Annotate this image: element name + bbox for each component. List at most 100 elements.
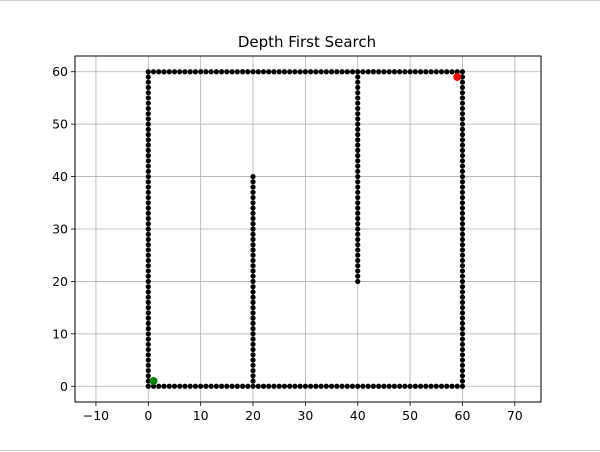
obstacle-point (355, 278, 361, 285)
obstacle-point (145, 357, 151, 363)
obstacle-point (145, 147, 151, 153)
x-tick-label: 40 (350, 408, 366, 423)
y-tick-label: 10 (52, 326, 68, 341)
obstacle-point (328, 383, 335, 389)
x-tick-label: 30 (297, 408, 313, 423)
obstacle-point (355, 137, 361, 143)
obstacle-point (224, 383, 230, 389)
obstacle-point (459, 142, 466, 148)
obstacle-point (171, 69, 178, 75)
obstacle-point (145, 236, 151, 243)
obstacle-point (355, 263, 361, 269)
obstacle-point (459, 383, 466, 389)
obstacle-point (145, 111, 151, 117)
obstacle-point (355, 90, 361, 96)
obstacle-point (355, 273, 361, 279)
obstacle-point (459, 273, 466, 279)
obstacle-point (145, 215, 151, 222)
obstacle-point (459, 252, 466, 258)
obstacle-point (297, 69, 303, 75)
obstacle-point (145, 284, 151, 290)
obstacle-point (459, 236, 466, 243)
obstacle-point (250, 247, 256, 253)
obstacle-point (459, 315, 466, 321)
obstacle-point (239, 383, 246, 389)
obstacle-point (156, 69, 162, 75)
obstacle-point (145, 263, 151, 269)
obstacle-point (145, 373, 151, 379)
obstacle-point (145, 273, 151, 279)
obstacle-point (444, 383, 450, 389)
obstacle-point (161, 383, 167, 389)
obstacle-point (198, 383, 204, 389)
obstacle-point (145, 137, 151, 143)
obstacle-point (145, 331, 151, 337)
obstacle-point (459, 205, 466, 211)
obstacle-point (402, 383, 408, 389)
obstacle-point (145, 79, 151, 85)
obstacle-point (355, 74, 361, 80)
obstacle-point (239, 69, 246, 75)
obstacle-point (250, 194, 256, 201)
obstacle-point (145, 305, 151, 311)
obstacle-point (459, 168, 466, 174)
obstacle-point (355, 95, 361, 101)
obstacle-point (459, 189, 466, 195)
obstacle-point (250, 383, 256, 389)
obstacle-point (370, 383, 377, 389)
obstacle-point (145, 294, 151, 300)
obstacle-point (198, 69, 204, 75)
obstacle-point (355, 105, 361, 112)
obstacle-point (250, 357, 256, 363)
obstacle-point (318, 69, 324, 75)
obstacle-point (145, 200, 151, 206)
obstacle-point (381, 69, 387, 75)
obstacle-point (250, 189, 256, 195)
obstacle-point (166, 383, 172, 389)
obstacle-point (459, 158, 466, 164)
obstacle-point (355, 158, 361, 164)
obstacle-point (145, 257, 151, 264)
x-tick-label: 60 (455, 408, 471, 423)
obstacle-point (423, 383, 429, 389)
obstacle-point (250, 346, 256, 353)
obstacle-point (344, 383, 350, 389)
obstacle-point (308, 69, 314, 75)
obstacle-point (355, 200, 361, 206)
goal-point (453, 72, 462, 81)
obstacle-point (145, 100, 151, 106)
obstacle-point (145, 362, 151, 368)
obstacle-point (250, 231, 256, 237)
obstacle-point (459, 90, 466, 96)
obstacle-point (386, 383, 392, 389)
obstacle-point (145, 105, 151, 112)
obstacle-point (459, 320, 466, 326)
obstacle-point (407, 69, 413, 75)
obstacle-point (454, 69, 460, 75)
obstacle-point (459, 346, 466, 353)
obstacle-point (271, 69, 277, 75)
obstacle-point (355, 184, 361, 190)
obstacle-point (145, 367, 151, 374)
obstacle-point (250, 352, 256, 358)
obstacle-point (250, 257, 256, 264)
obstacle-point (250, 331, 256, 337)
obstacle-point (459, 268, 466, 274)
obstacle-point (171, 383, 178, 389)
x-tick-label: 20 (245, 408, 261, 423)
obstacle-point (229, 69, 235, 75)
obstacle-point (355, 142, 361, 148)
obstacle-point (250, 268, 256, 274)
obstacle-point (145, 242, 151, 248)
obstacle-point (459, 221, 466, 227)
obstacle-point (459, 111, 466, 117)
obstacle-point (444, 69, 450, 75)
obstacle-point (219, 69, 225, 75)
obstacle-point (250, 278, 256, 285)
obstacle-point (344, 69, 350, 75)
obstacle-point (459, 215, 466, 222)
y-tick-label: 20 (52, 274, 68, 289)
obstacle-point (459, 84, 466, 91)
obstacle-point (428, 69, 434, 75)
